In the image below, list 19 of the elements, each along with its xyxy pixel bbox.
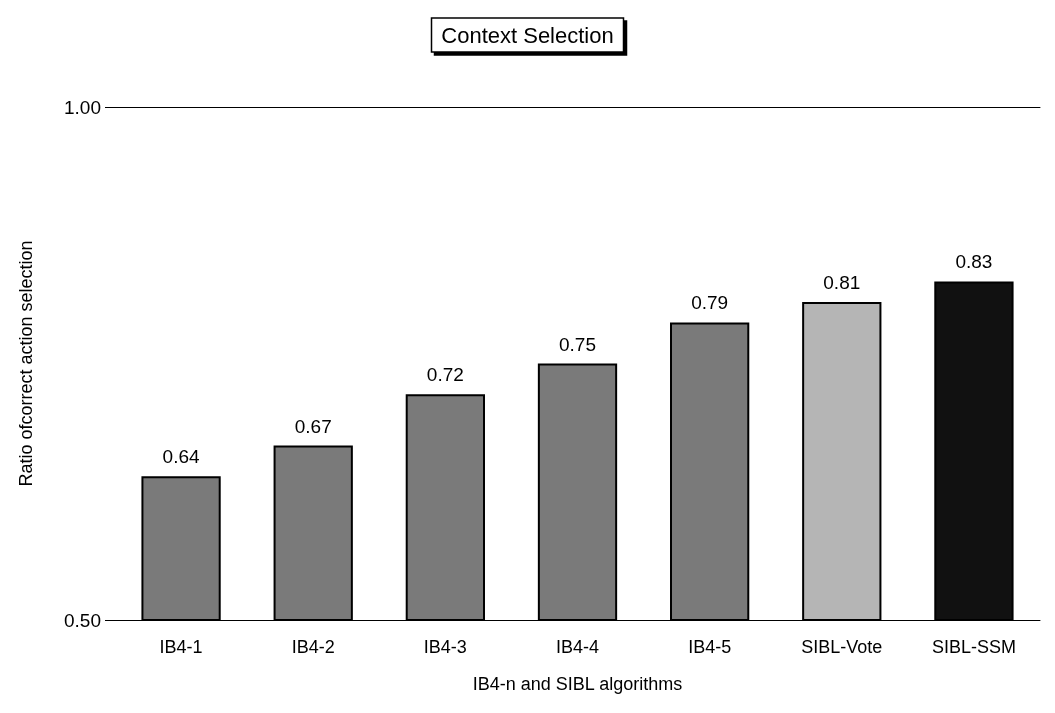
x-tick-label: IB4-2: [291, 637, 335, 657]
x-axis-title: IB4-n and SIBL algorithms: [472, 674, 683, 694]
x-tick-label: SIBL-SSM: [931, 637, 1016, 657]
data-label: 0.79: [691, 292, 729, 314]
y-tick-label: 1.00: [64, 96, 101, 118]
data-label: 0.75: [559, 333, 596, 355]
x-tick-label: IB4-4: [555, 637, 600, 657]
y-tick-label: 0.50: [64, 609, 101, 631]
data-label: 0.72: [426, 364, 464, 386]
x-tick-label: IB4-5: [688, 637, 732, 657]
data-label: 0.83: [955, 251, 993, 273]
chart-title: Context Selection: [441, 22, 614, 48]
data-label: 0.81: [823, 271, 861, 293]
x-tick-label: SIBL-Vote: [801, 637, 883, 657]
data-label: 0.67: [294, 415, 332, 437]
data-label: 0.64: [162, 446, 200, 468]
y-axis-title: Ratio ofcorrect action selection: [16, 240, 36, 487]
x-tick-label: IB4-3: [423, 637, 467, 657]
x-tick-label: IB4-1: [159, 637, 203, 657]
